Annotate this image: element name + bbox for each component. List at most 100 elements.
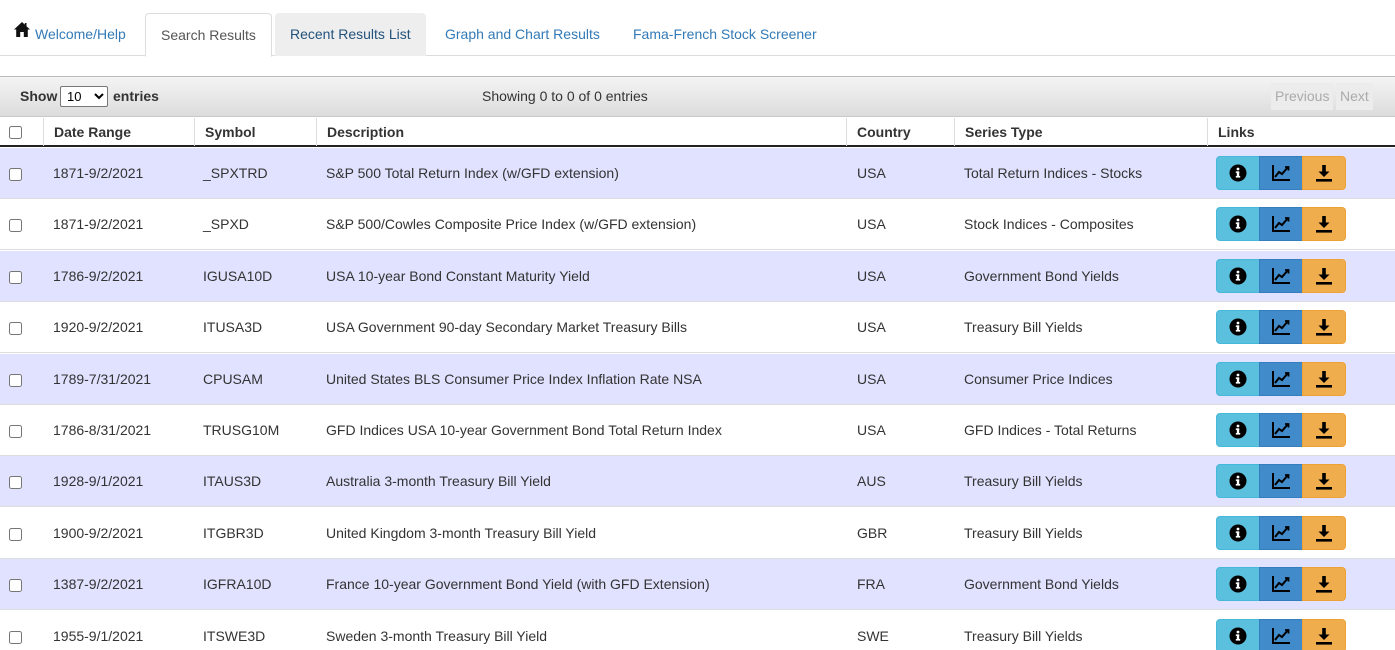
- cell-symbol: ITAUS3D: [203, 473, 262, 490]
- chart-button[interactable]: [1259, 207, 1303, 242]
- chart-icon: [1271, 164, 1291, 182]
- info-icon: [1229, 267, 1247, 285]
- cell-date-range: 1387-9/2/2021: [53, 576, 144, 593]
- info-button[interactable]: [1216, 258, 1260, 293]
- column-header-date-range[interactable]: Date Range: [43, 118, 194, 146]
- table-row: 1387-9/2/2021 IGFRA10D France 10-year Gove…: [0, 559, 1395, 611]
- chart-button[interactable]: [1259, 156, 1303, 190]
- chart-button[interactable]: [1259, 310, 1303, 345]
- info-icon: [1229, 318, 1247, 336]
- table-info-text: Showing 0 to 0 of 0 entries: [482, 88, 648, 104]
- previous-button[interactable]: Previous: [1271, 83, 1334, 110]
- download-button[interactable]: [1302, 464, 1346, 499]
- row-checkbox[interactable]: [9, 270, 22, 284]
- tab-search-results[interactable]: Search Results: [145, 13, 272, 57]
- info-button[interactable]: [1216, 567, 1260, 602]
- chart-button[interactable]: [1259, 413, 1303, 447]
- cell-series-type: Treasury Bill Yields: [964, 473, 1083, 490]
- download-button[interactable]: [1302, 618, 1346, 650]
- table-toolbar: Show 10 entries Showing 0 to 0 of 0 entr…: [0, 76, 1395, 117]
- cell-description: United Kingdom 3-month Treasury Bill Yie…: [326, 524, 597, 541]
- chart-button[interactable]: [1259, 464, 1303, 499]
- cell-description: S&P 500/Cowles Composite Price Index (w/…: [326, 216, 697, 233]
- cell-symbol: ITSWE3D: [203, 627, 266, 644]
- cell-series-type: Government Bond Yields: [964, 267, 1119, 284]
- table-row: 1955-9/1/2021 ITSWE3D Sweden 3-month Treas…: [0, 610, 1395, 650]
- info-button[interactable]: [1216, 156, 1260, 190]
- info-icon: [1229, 472, 1247, 490]
- tab-recent-results-list[interactable]: Recent Results List: [275, 13, 426, 56]
- info-button[interactable]: [1216, 464, 1260, 499]
- row-checkbox[interactable]: [9, 476, 22, 490]
- chart-icon: [1271, 215, 1291, 233]
- download-button[interactable]: [1302, 567, 1346, 602]
- info-button[interactable]: [1216, 618, 1260, 650]
- cell-date-range: 1920-9/2/2021: [53, 319, 144, 336]
- chart-icon: [1271, 575, 1291, 593]
- row-checkbox[interactable]: [9, 527, 22, 541]
- table-row: 1786-8/31/2021 TRUSG10M GFD Indices USA 10…: [0, 405, 1395, 456]
- cell-country: USA: [857, 216, 886, 233]
- info-button[interactable]: [1216, 310, 1260, 345]
- cell-date-range: 1928-9/1/2021: [53, 473, 144, 490]
- download-button[interactable]: [1302, 361, 1346, 396]
- table-row: 1789-7/31/2021 CPUSAM United States BLS Co…: [0, 353, 1395, 405]
- row-checkbox[interactable]: [9, 630, 22, 644]
- row-checkbox[interactable]: [9, 322, 22, 336]
- chart-button[interactable]: [1259, 361, 1303, 396]
- cell-country: USA: [857, 370, 886, 387]
- download-button[interactable]: [1302, 515, 1346, 550]
- next-button[interactable]: Next: [1336, 83, 1373, 110]
- row-links: [1216, 618, 1346, 650]
- row-checkbox[interactable]: [9, 425, 22, 438]
- row-checkbox[interactable]: [9, 219, 22, 233]
- cell-series-type: Total Return Indices - Stocks: [964, 165, 1143, 181]
- row-links: [1216, 156, 1346, 190]
- cell-series-type: Treasury Bill Yields: [964, 319, 1083, 336]
- download-button[interactable]: [1302, 156, 1346, 190]
- download-button[interactable]: [1302, 413, 1346, 447]
- tab-fama-french-stock-screener[interactable]: Fama-French Stock Screener: [618, 13, 832, 56]
- row-checkbox[interactable]: [9, 168, 22, 181]
- chart-icon: [1271, 472, 1291, 490]
- info-button[interactable]: [1216, 413, 1260, 447]
- download-button[interactable]: [1302, 207, 1346, 242]
- column-header-symbol[interactable]: Symbol: [194, 118, 316, 146]
- entries-per-page-select[interactable]: 10: [60, 86, 108, 107]
- column-header-description[interactable]: Description: [316, 118, 846, 146]
- table-row: 1871-9/2/2021 _SPXTRD S&P 500 Total Return…: [0, 148, 1395, 199]
- info-icon: [1229, 421, 1247, 439]
- table-row: 1928-9/1/2021 ITAUS3D Australia 3-month Tr…: [0, 456, 1395, 508]
- column-header-series-type[interactable]: Series Type: [954, 118, 1207, 146]
- select-all-checkbox[interactable]: [9, 126, 22, 139]
- info-button[interactable]: [1216, 361, 1260, 396]
- cell-series-type: Government Bond Yields: [964, 576, 1119, 593]
- chart-button[interactable]: [1259, 515, 1303, 550]
- cell-description: France 10-year Government Bond Yield (wi…: [326, 576, 710, 593]
- chart-button[interactable]: [1259, 618, 1303, 650]
- download-icon: [1314, 215, 1334, 233]
- row-links: [1216, 567, 1346, 602]
- table-row: 1871-9/2/2021 _SPXD S&P 500/Cowles Composi…: [0, 199, 1395, 251]
- row-checkbox[interactable]: [9, 579, 22, 593]
- cell-series-type: Treasury Bill Yields: [964, 627, 1083, 644]
- cell-country: USA: [857, 267, 886, 284]
- chart-button[interactable]: [1259, 258, 1303, 293]
- cell-description: GFD Indices USA 10-year Government Bond …: [326, 422, 722, 438]
- tab-welcome-help[interactable]: Welcome/Help: [0, 13, 141, 56]
- tab-graph-and-chart-results[interactable]: Graph and Chart Results: [430, 13, 615, 56]
- cell-date-range: 1871-9/2/2021: [53, 216, 144, 233]
- info-icon: [1229, 627, 1247, 645]
- chart-icon: [1271, 267, 1291, 285]
- entries-label: entries: [113, 88, 159, 104]
- cell-country: USA: [857, 319, 886, 336]
- info-button[interactable]: [1216, 515, 1260, 550]
- download-button[interactable]: [1302, 310, 1346, 345]
- row-links: [1216, 515, 1346, 550]
- cell-date-range: 1789-7/31/2021: [53, 370, 152, 387]
- row-checkbox[interactable]: [9, 373, 22, 387]
- download-button[interactable]: [1302, 258, 1346, 293]
- info-button[interactable]: [1216, 207, 1260, 242]
- column-header-country[interactable]: Country: [846, 118, 954, 146]
- chart-button[interactable]: [1259, 567, 1303, 602]
